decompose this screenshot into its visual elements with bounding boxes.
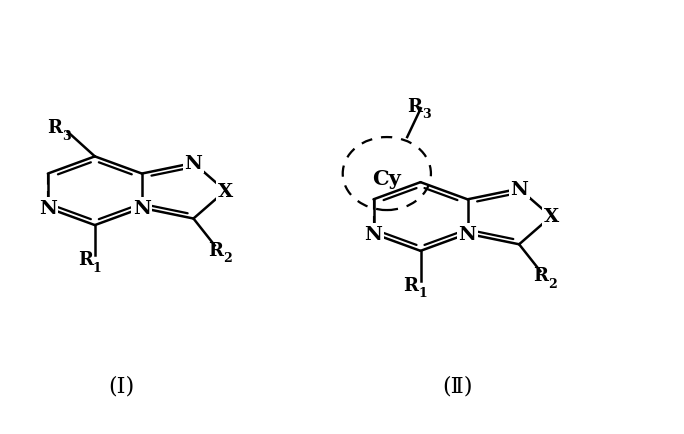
- Text: N: N: [458, 225, 477, 243]
- Text: 3: 3: [62, 129, 71, 142]
- Text: 1: 1: [93, 261, 101, 274]
- Text: N: N: [39, 200, 57, 217]
- Text: X: X: [218, 182, 233, 200]
- Text: R: R: [78, 251, 93, 269]
- Text: (Ⅱ): (Ⅱ): [442, 375, 473, 397]
- Text: Cy: Cy: [373, 168, 402, 188]
- Text: R: R: [407, 98, 422, 116]
- Text: 3: 3: [422, 108, 431, 121]
- Text: R: R: [47, 119, 62, 137]
- Text: (Ⅰ): (Ⅰ): [108, 375, 135, 397]
- Text: 2: 2: [223, 251, 232, 264]
- Text: 1: 1: [419, 287, 428, 300]
- Text: N: N: [365, 225, 382, 243]
- Text: R: R: [534, 267, 549, 285]
- Text: R: R: [208, 241, 223, 259]
- Text: R: R: [404, 276, 419, 295]
- Text: N: N: [510, 180, 528, 198]
- Text: N: N: [185, 155, 202, 173]
- Text: 2: 2: [549, 277, 557, 290]
- Text: X: X: [543, 208, 559, 226]
- Text: N: N: [133, 200, 150, 217]
